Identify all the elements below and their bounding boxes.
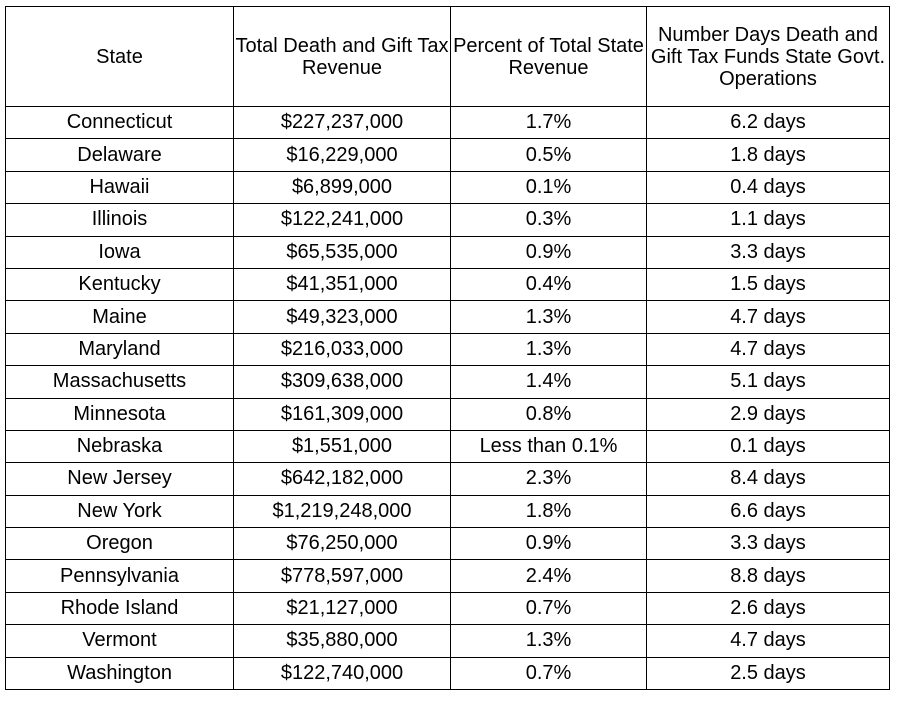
state-cell: Minnesota	[5, 397, 234, 431]
total-revenue-cell: $35,880,000	[233, 624, 451, 658]
percent-cell: 2.4%	[450, 559, 647, 593]
state-cell: Oregon	[5, 527, 234, 561]
total-revenue-cell: $1,551,000	[233, 429, 451, 464]
percent-cell: 1.7%	[450, 105, 647, 140]
percent-cell: 0.3%	[450, 203, 647, 237]
percent-cell: 0.8%	[450, 397, 647, 431]
total-revenue-cell: $161,309,000	[233, 397, 451, 431]
table-row: Hawaii $6,899,000 0.1% 0.4 days	[5, 170, 890, 205]
days-cell: 8.4 days	[646, 462, 890, 496]
days-cell: 3.3 days	[646, 527, 890, 561]
total-revenue-cell: $122,740,000	[233, 656, 451, 691]
table-row: New Jersey $642,182,000 2.3% 8.4 days	[5, 462, 890, 496]
percent-cell: 0.7%	[450, 591, 647, 626]
state-cell: New Jersey	[5, 462, 234, 496]
days-cell: 1.8 days	[646, 138, 890, 172]
table-row: Rhode Island $21,127,000 0.7% 2.6 days	[5, 591, 890, 626]
percent-cell: 1.3%	[450, 332, 647, 367]
state-cell: Rhode Island	[5, 591, 234, 626]
state-cell: Illinois	[5, 203, 234, 237]
days-cell: 1.1 days	[646, 203, 890, 237]
percent-cell: 1.3%	[450, 624, 647, 658]
percent-cell: 0.9%	[450, 235, 647, 269]
state-cell: Delaware	[5, 138, 234, 172]
days-cell: 5.1 days	[646, 365, 890, 399]
table-row: Oregon $76,250,000 0.9% 3.3 days	[5, 527, 890, 561]
state-cell: Hawaii	[5, 170, 234, 205]
table-row: Vermont $35,880,000 1.3% 4.7 days	[5, 624, 890, 658]
total-revenue-cell: $6,899,000	[233, 170, 451, 205]
state-cell: Washington	[5, 656, 234, 691]
state-cell: Kentucky	[5, 267, 234, 302]
total-revenue-cell: $1,219,248,000	[233, 494, 451, 529]
days-cell: 2.6 days	[646, 591, 890, 626]
days-cell: 6.2 days	[646, 105, 890, 140]
state-cell: Vermont	[5, 624, 234, 658]
table-row: Pennsylvania $778,597,000 2.4% 8.8 days	[5, 559, 890, 593]
header-total-revenue: Total Death and Gift Tax Revenue	[233, 6, 451, 107]
total-revenue-cell: $65,535,000	[233, 235, 451, 269]
table-row: Maine $49,323,000 1.3% 4.7 days	[5, 300, 890, 334]
table-row: Kentucky $41,351,000 0.4% 1.5 days	[5, 267, 890, 302]
table-row: Washington $122,740,000 0.7% 2.5 days	[5, 656, 890, 691]
percent-cell: 0.1%	[450, 170, 647, 205]
total-revenue-cell: $309,638,000	[233, 365, 451, 399]
total-revenue-cell: $216,033,000	[233, 332, 451, 367]
days-cell: 2.5 days	[646, 656, 890, 691]
state-cell: Iowa	[5, 235, 234, 269]
table-row: Massachusetts $309,638,000 1.4% 5.1 days	[5, 365, 890, 399]
days-cell: 4.7 days	[646, 300, 890, 334]
total-revenue-cell: $642,182,000	[233, 462, 451, 496]
state-cell: Connecticut	[5, 105, 234, 140]
days-cell: 2.9 days	[646, 397, 890, 431]
days-cell: 8.8 days	[646, 559, 890, 593]
total-revenue-cell: $76,250,000	[233, 527, 451, 561]
total-revenue-cell: $16,229,000	[233, 138, 451, 172]
state-cell: Maryland	[5, 332, 234, 367]
days-cell: 4.7 days	[646, 332, 890, 367]
percent-cell: Less than 0.1%	[450, 429, 647, 464]
state-cell: Nebraska	[5, 429, 234, 464]
header-row: State Total Death and Gift Tax Revenue P…	[5, 6, 890, 107]
percent-cell: 2.3%	[450, 462, 647, 496]
days-cell: 6.6 days	[646, 494, 890, 529]
days-cell: 4.7 days	[646, 624, 890, 658]
state-cell: Maine	[5, 300, 234, 334]
table-row: Nebraska $1,551,000 Less than 0.1% 0.1 days	[5, 429, 890, 464]
percent-cell: 0.4%	[450, 267, 647, 302]
header-percent: Percent of Total State Revenue	[450, 6, 647, 107]
days-cell: 0.4 days	[646, 170, 890, 205]
state-cell: Massachusetts	[5, 365, 234, 399]
total-revenue-cell: $41,351,000	[233, 267, 451, 302]
table-row: Delaware $16,229,000 0.5% 1.8 days	[5, 138, 890, 172]
days-cell: 0.1 days	[646, 429, 890, 464]
percent-cell: 0.5%	[450, 138, 647, 172]
table-row: Connecticut $227,237,000 1.7% 6.2 days	[5, 105, 890, 140]
days-cell: 1.5 days	[646, 267, 890, 302]
table-row: Iowa $65,535,000 0.9% 3.3 days	[5, 235, 890, 269]
total-revenue-cell: $778,597,000	[233, 559, 451, 593]
total-revenue-cell: $122,241,000	[233, 203, 451, 237]
total-revenue-cell: $21,127,000	[233, 591, 451, 626]
table-row: Maryland $216,033,000 1.3% 4.7 days	[5, 332, 890, 367]
percent-cell: 1.4%	[450, 365, 647, 399]
death-gift-tax-table: State Total Death and Gift Tax Revenue P…	[5, 6, 890, 691]
percent-cell: 0.7%	[450, 656, 647, 691]
state-cell: Pennsylvania	[5, 559, 234, 593]
header-state: State	[5, 6, 234, 107]
percent-cell: 0.9%	[450, 527, 647, 561]
total-revenue-cell: $227,237,000	[233, 105, 451, 140]
state-cell: New York	[5, 494, 234, 529]
table-row: Minnesota $161,309,000 0.8% 2.9 days	[5, 397, 890, 431]
percent-cell: 1.3%	[450, 300, 647, 334]
total-revenue-cell: $49,323,000	[233, 300, 451, 334]
percent-cell: 1.8%	[450, 494, 647, 529]
header-days: Number Days Death and Gift Tax Funds Sta…	[646, 6, 890, 107]
table-row: Illinois $122,241,000 0.3% 1.1 days	[5, 203, 890, 237]
days-cell: 3.3 days	[646, 235, 890, 269]
table-row: New York $1,219,248,000 1.8% 6.6 days	[5, 494, 890, 529]
